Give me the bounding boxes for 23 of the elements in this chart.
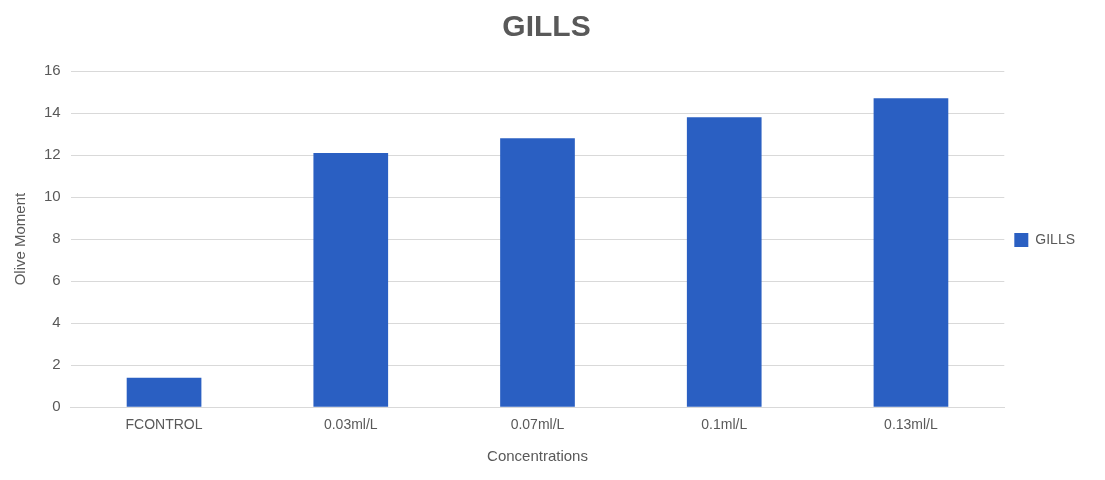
bar [873,98,949,407]
y-tick-label: 14 [44,103,61,121]
y-tick-label: 6 [52,271,61,289]
bar [500,138,575,407]
y-axis-title: Olive Moment [11,192,29,286]
x-tick-label: 0.07ml/L [510,416,565,433]
chart-title: GILLS [502,9,591,43]
bar [313,152,389,407]
y-tick-label: 2 [52,355,61,373]
x-axis-title: Concentrations [487,447,588,465]
bar [126,377,202,407]
y-tick-label: 4 [52,313,61,331]
bar [686,117,762,407]
x-tick-label: FCONTROL [125,416,203,433]
x-tick-label: 0.1ml/L [701,416,748,433]
y-tick-label: 0 [52,397,61,415]
legend-label: GILLS [1035,230,1076,247]
y-tick-label: 12 [44,145,61,163]
x-tick-label: 0.03ml/L [323,416,378,433]
y-tick-label: 8 [52,229,61,247]
x-tick-label: 0.13ml/L [884,416,939,433]
y-tick-label: 16 [44,61,61,79]
y-tick-label: 10 [44,187,61,205]
